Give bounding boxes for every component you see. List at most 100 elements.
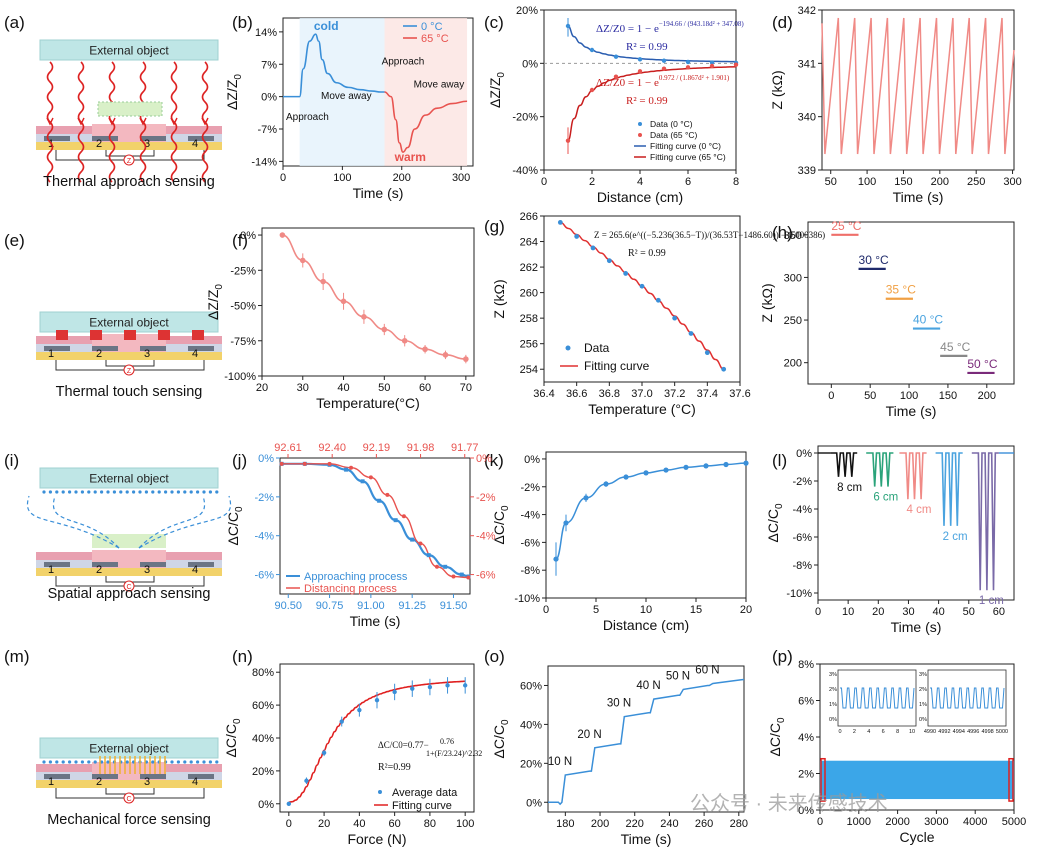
point-65c <box>589 87 595 93</box>
step-label: 30 N <box>607 698 631 710</box>
y-tick-label: -4% <box>254 531 274 543</box>
data-point <box>574 234 580 239</box>
x-axis-label: Temperature(°C) <box>316 395 420 411</box>
electrode <box>92 774 118 779</box>
top-tick-label: 91.77 <box>451 442 479 454</box>
data-point <box>286 801 292 806</box>
legend-label: Fitting curve <box>584 359 650 373</box>
data-point <box>557 219 563 225</box>
highlight-start <box>820 757 826 802</box>
data-point <box>639 283 645 289</box>
data-point <box>410 686 415 691</box>
electrode-label-1: 2 <box>96 564 102 576</box>
y-tick-label: -40% <box>512 165 538 177</box>
x-tick-label: 6 <box>685 176 691 188</box>
inset-x-tick: 4994 <box>953 729 965 735</box>
charge-dot-icon <box>125 760 129 764</box>
y-tick-label: -6% <box>520 537 540 549</box>
data-point <box>320 278 326 285</box>
y-tick-label: 0% <box>798 805 814 817</box>
segment-label: 30 °C <box>859 253 889 267</box>
point-0c <box>637 57 643 62</box>
inset-x-tick: 4990 <box>924 729 936 735</box>
x-tick-label: 91.25 <box>398 600 426 612</box>
data-point <box>663 467 669 473</box>
point-65c <box>661 66 667 71</box>
object-label: External object <box>89 316 169 330</box>
x-tick-label: 40 <box>932 606 944 618</box>
chart-c: 0 2 4 6 8 20% 0% -20% -40% Distance (cm) ΔZ/Z0 ΔZ/Z… <box>487 5 744 205</box>
inset-x-tick: 10 <box>909 729 915 735</box>
panel-label-6: (g) <box>484 217 505 236</box>
arrow-icon <box>139 117 147 126</box>
heat-wave-icon <box>108 61 116 183</box>
chart-k: 0 5 10 15 20 0% -2% -4% -6% -8% -10% Distance (cm) Δ… <box>491 451 752 633</box>
x-tick-label: 2 <box>589 176 595 188</box>
inset-y-tick: 3% <box>919 672 927 678</box>
electrode-label-3: 4 <box>192 138 198 150</box>
data-point <box>703 463 709 469</box>
y-tick-label: 254 <box>520 364 538 376</box>
meter-label: C <box>126 584 131 591</box>
charge-dot-icon <box>68 490 72 494</box>
x-tick-label: 0 <box>828 390 834 402</box>
point-distancing <box>401 514 406 519</box>
peak-group-2 <box>899 452 927 500</box>
x-tick-label: 36.4 <box>533 388 554 400</box>
x-tick-label: 200 <box>931 176 949 188</box>
x-tick-label: 60 <box>389 818 401 830</box>
heat-spot-icon <box>56 330 68 340</box>
meter-icon <box>123 364 135 376</box>
y-tick-label: -100% <box>224 371 256 383</box>
point-distancing <box>279 461 284 466</box>
data-point <box>299 257 306 264</box>
y-tick-label: -25% <box>230 265 256 277</box>
electrode <box>92 136 118 141</box>
point-distancing <box>434 564 439 569</box>
y-axis-label: ΔC/C0 <box>765 503 785 542</box>
x-tick-label: 0 <box>286 818 292 830</box>
electrode <box>44 562 70 567</box>
arrow-icon <box>201 117 209 126</box>
right-tick-label: -6% <box>476 570 496 582</box>
data-point <box>422 346 428 353</box>
top-tick-label: 92.19 <box>363 442 391 454</box>
charge-dot-icon <box>189 490 193 494</box>
x-tick-label: 36.8 <box>599 388 620 400</box>
step-label: 50 N <box>666 670 690 682</box>
charge-dot-icon <box>151 760 155 764</box>
right-tick-label: -4% <box>476 531 496 543</box>
y-axis-label: Z (kΩ) <box>769 70 785 109</box>
arrow-icon <box>170 117 178 126</box>
cycle-band <box>820 760 1014 800</box>
arrow-icon <box>108 117 116 126</box>
data-point <box>321 750 327 755</box>
panel-label-3: (d) <box>772 13 793 32</box>
charge-dot-icon <box>87 490 91 494</box>
data-point <box>743 460 749 466</box>
x-axis-label: Time (s) <box>893 189 944 205</box>
x-tick-label: 220 <box>626 818 644 830</box>
charge-dot-icon <box>80 760 84 764</box>
data-point <box>304 778 309 783</box>
object-label: External object <box>89 44 169 58</box>
electrode <box>188 346 214 351</box>
x-tick-label: 20 <box>256 382 268 394</box>
electrode-label-1: 2 <box>96 776 102 788</box>
meter-label: Z <box>127 158 132 165</box>
inset-x-tick: 5000 <box>996 729 1008 735</box>
y-tick-label: -75% <box>230 336 256 348</box>
point-distancing <box>451 574 456 579</box>
data-point <box>279 232 286 238</box>
fit-curve-65c <box>567 66 737 142</box>
heat-wave-icon <box>77 61 85 183</box>
electrode-label-1: 2 <box>96 138 102 150</box>
point-approaching <box>377 498 382 503</box>
y-tick-label: 0% <box>524 454 540 466</box>
data-point <box>655 297 661 303</box>
chart-p: 0 1000 2000 3000 4000 5000 0% 2% 4% 6% 8% Cycle ΔC/C… <box>767 659 1026 845</box>
peak-label: 2 cm <box>943 531 968 543</box>
panel-label-0: (a) <box>4 13 25 32</box>
layer-bottom <box>36 352 222 360</box>
